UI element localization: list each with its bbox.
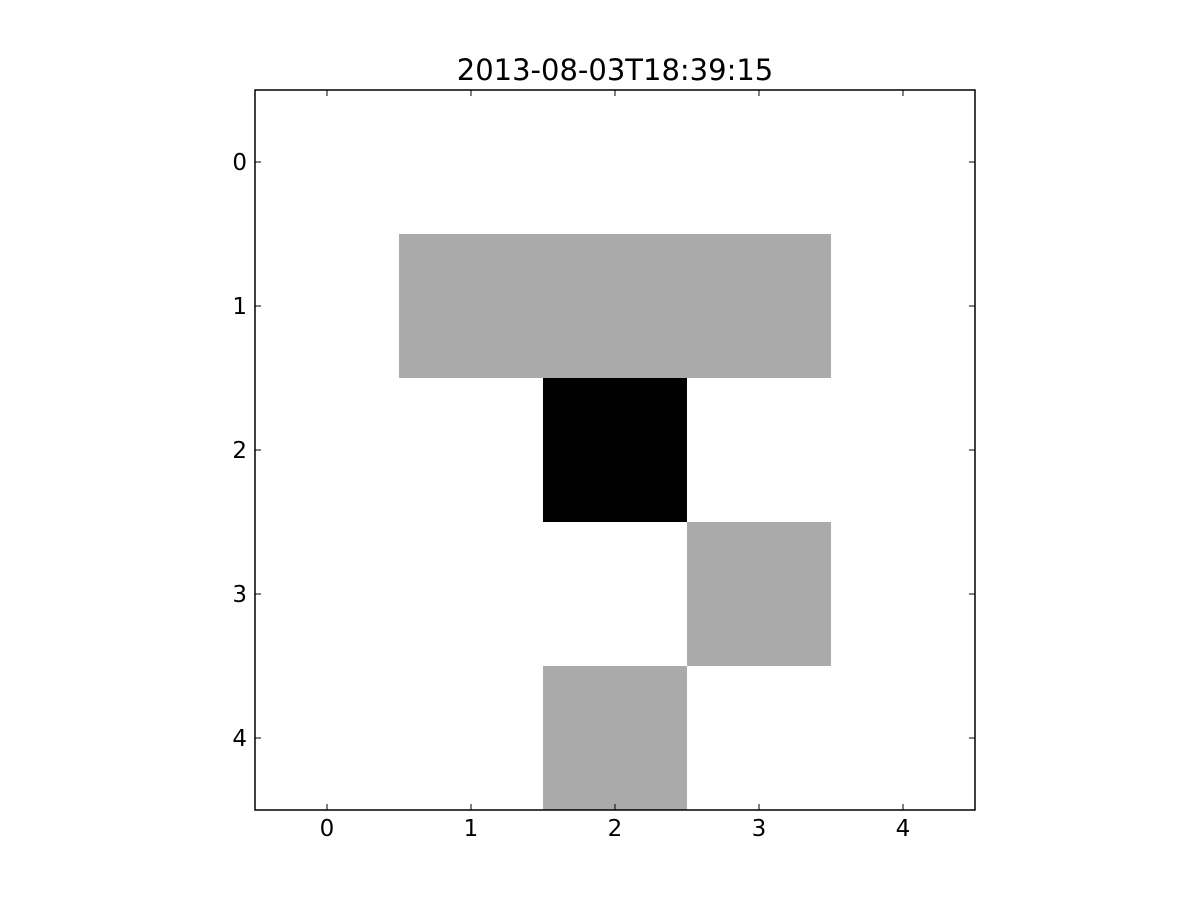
heatmap-cell-r1-c1 [399,234,543,378]
heatmap-cells [255,90,975,810]
heatmap-cell-r1-c2 [543,234,687,378]
heatmap-cell-r2-c0 [255,378,399,522]
x-tick-label: 1 [464,816,479,842]
heatmap-cell-r0-c4 [831,90,975,234]
heatmap-cell-r4-c2 [543,666,687,810]
heatmap-cell-r0-c0 [255,90,399,234]
y-tick-label: 2 [232,438,247,464]
heatmap-cell-r1-c0 [255,234,399,378]
chart-title: 2013-08-03T18:39:15 [457,53,774,87]
heatmap-cell-r3-c3 [687,522,831,666]
heatmap-cell-r1-c4 [831,234,975,378]
x-tick-label: 4 [896,816,911,842]
heatmap-cell-r1-c3 [687,234,831,378]
x-tick-label: 2 [608,816,623,842]
heatmap-cell-r3-c1 [399,522,543,666]
heatmap-cell-r3-c0 [255,522,399,666]
heatmap-cell-r0-c3 [687,90,831,234]
heatmap-cell-r3-c4 [831,522,975,666]
y-tick-label: 4 [232,726,247,752]
y-axis-tick-labels: 0 1 2 3 4 [232,150,247,752]
x-tick-label: 3 [752,816,767,842]
heatmap-cell-r2-c2 [543,378,687,522]
axis-ticks [255,90,975,810]
heatmap-cell-r0-c1 [399,90,543,234]
heatmap-cell-r2-c1 [399,378,543,522]
axes-frame [254,89,976,811]
x-tick-label: 0 [320,816,335,842]
heatmap-cell-r4-c3 [687,666,831,810]
x-axis-tick-labels: 0 1 2 3 4 [320,816,911,842]
heatmap-cell-r4-c0 [255,666,399,810]
heatmap-cell-r0-c2 [543,90,687,234]
heatmap-cell-r2-c4 [831,378,975,522]
heatmap-cell-r2-c3 [687,378,831,522]
y-tick-label: 3 [232,582,247,608]
y-tick-label: 0 [232,150,247,176]
heatmap-cell-r4-c1 [399,666,543,810]
y-tick-label: 1 [232,294,247,320]
heatmap-cell-r4-c4 [831,666,975,810]
heatmap-cell-r3-c2 [543,522,687,666]
